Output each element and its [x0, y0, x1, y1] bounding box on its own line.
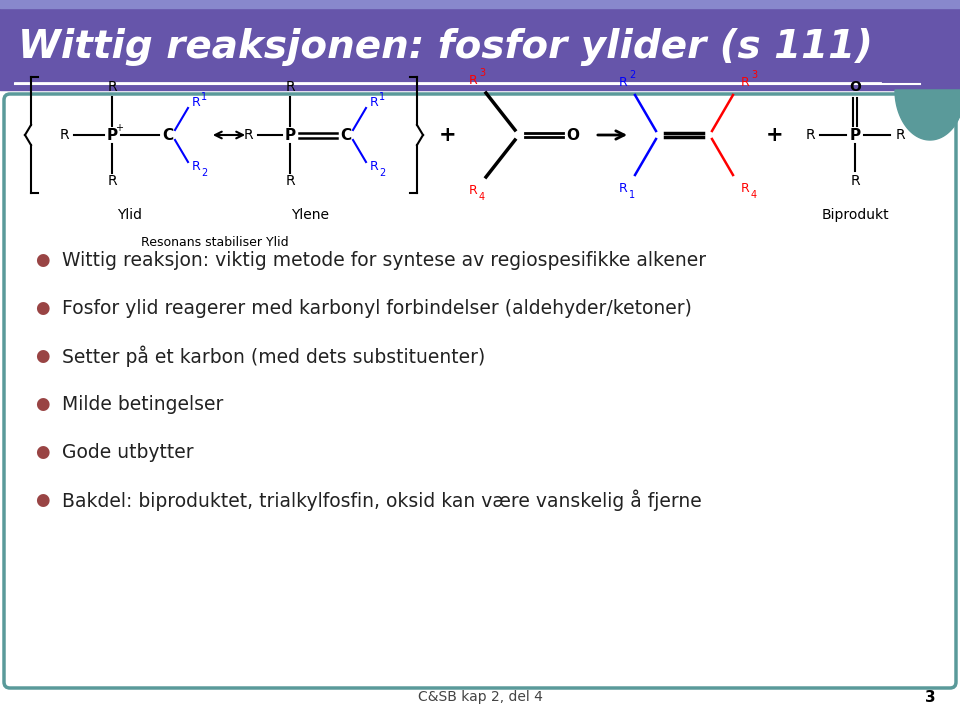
Text: R: R: [370, 160, 378, 174]
Text: 3: 3: [751, 70, 757, 80]
Text: +: +: [766, 125, 783, 145]
Text: R: R: [108, 80, 117, 94]
Text: 1: 1: [379, 92, 385, 102]
Text: Wittig reaksjon: viktig metode for syntese av regiospesifikke alkener: Wittig reaksjon: viktig metode for synte…: [62, 250, 707, 270]
Text: P: P: [850, 127, 860, 142]
Text: Ylid: Ylid: [117, 208, 142, 222]
Text: ●: ●: [35, 443, 49, 461]
Text: 2: 2: [629, 70, 636, 80]
Text: R: R: [285, 80, 295, 94]
Text: Fosfor ylid reagerer med karbonyl forbindelser (aldehyder/ketoner): Fosfor ylid reagerer med karbonyl forbin…: [62, 298, 692, 317]
Text: 2: 2: [201, 168, 207, 178]
Text: Resonans stabiliser Ylid: Resonans stabiliser Ylid: [141, 237, 289, 250]
Text: R: R: [895, 128, 905, 142]
Text: Milde betingelser: Milde betingelser: [62, 395, 224, 413]
Text: Bakdel: biproduktet, trialkylfosfin, oksid kan være vanskelig å fjerne: Bakdel: biproduktet, trialkylfosfin, oks…: [62, 489, 702, 511]
Text: Ylene: Ylene: [291, 208, 329, 222]
Text: ●: ●: [35, 299, 49, 317]
Text: C&SB kap 2, del 4: C&SB kap 2, del 4: [418, 690, 542, 704]
Text: R: R: [468, 184, 477, 197]
Text: R: R: [805, 128, 815, 142]
Text: Wittig reaksjonen: fosfor ylider (s 111): Wittig reaksjonen: fosfor ylider (s 111): [18, 28, 873, 66]
Text: O: O: [849, 80, 861, 94]
Text: 3: 3: [479, 68, 485, 78]
Text: R: R: [740, 182, 750, 194]
Text: P: P: [107, 127, 117, 142]
Text: P: P: [284, 127, 296, 142]
Text: 4: 4: [479, 192, 485, 202]
Text: R: R: [468, 74, 477, 87]
Text: 3: 3: [924, 689, 935, 704]
Text: ●: ●: [35, 395, 49, 413]
Text: R: R: [370, 97, 378, 109]
Text: R: R: [285, 174, 295, 188]
FancyBboxPatch shape: [4, 94, 956, 688]
Text: R: R: [740, 76, 750, 89]
Text: 1: 1: [629, 190, 636, 200]
Text: R: R: [618, 182, 628, 194]
Text: 4: 4: [751, 190, 757, 200]
Text: Setter på et karbon (med dets substituenter): Setter på et karbon (med dets substituen…: [62, 345, 485, 367]
Text: C: C: [162, 127, 174, 142]
Text: +: +: [115, 123, 123, 133]
Text: ●: ●: [35, 251, 49, 269]
Text: R: R: [243, 128, 252, 142]
Text: R: R: [192, 97, 201, 109]
Text: R: R: [851, 174, 860, 188]
Text: Gode utbytter: Gode utbytter: [62, 443, 194, 461]
Text: R: R: [192, 160, 201, 174]
Text: R: R: [60, 128, 69, 142]
Text: R: R: [108, 174, 117, 188]
Text: +: +: [439, 125, 457, 145]
Text: 1: 1: [201, 92, 207, 102]
Text: 2: 2: [379, 168, 385, 178]
Text: R: R: [618, 76, 628, 89]
Text: ●: ●: [35, 491, 49, 509]
Text: Biprodukt: Biprodukt: [821, 208, 889, 222]
Text: ●: ●: [35, 347, 49, 365]
Polygon shape: [895, 90, 960, 140]
Text: C: C: [341, 127, 351, 142]
Text: O: O: [566, 127, 580, 142]
